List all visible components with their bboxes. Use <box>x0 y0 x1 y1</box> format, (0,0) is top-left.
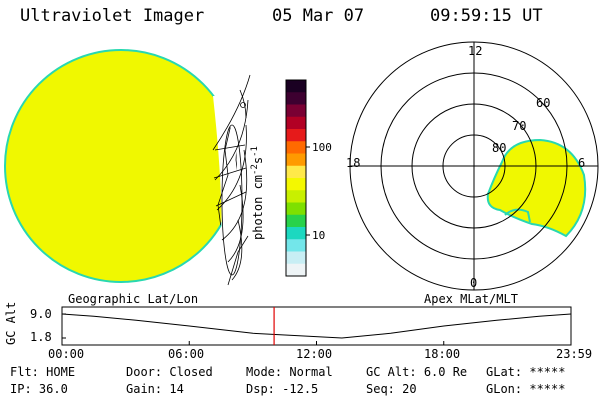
colorbar-swatch <box>286 251 306 265</box>
timeline-tick-2359: 23:59 <box>556 347 593 361</box>
colorbar-swatch <box>286 116 306 130</box>
colorbar-swatch <box>286 214 306 228</box>
status-door: Door: Closed <box>126 365 213 379</box>
colorbar-swatch <box>286 202 306 216</box>
timeline-y-high: 9.0 <box>30 307 52 321</box>
colorbar <box>285 79 310 277</box>
altitude-timeline <box>61 306 572 346</box>
colorbar-swatch <box>286 92 306 105</box>
mlt-label-0: 0 <box>470 276 478 290</box>
colorbar-tick-100: 100 <box>312 141 332 154</box>
status-flight: Flt: HOME <box>10 365 76 379</box>
colorbar-frame <box>285 79 307 277</box>
mlat-label-80: 80 <box>492 141 507 155</box>
polar-plot <box>349 41 599 291</box>
polar-grid <box>350 42 598 290</box>
colorbar-label: photon cm-2s-1 <box>250 146 265 240</box>
mlt-label-6: 6 <box>578 156 586 170</box>
status-glon: GLon: ***** <box>486 382 566 396</box>
altitude-curve <box>61 313 572 339</box>
colorbar-swatch <box>286 153 306 167</box>
timeline-tick-1200: 12:00 <box>296 347 333 361</box>
geographic-label: Geographic Lat/Lon <box>68 292 199 306</box>
timeline-y-low: 1.8 <box>30 330 52 344</box>
auroral-oval-image <box>486 138 587 238</box>
status-dsp: Dsp: -12.5 <box>246 382 319 396</box>
colorbar-swatch <box>286 190 306 203</box>
timeline-tick-0600: 06:00 <box>168 347 205 361</box>
time-readout: 09:59:15 UT <box>430 6 543 26</box>
geographic-image <box>4 49 260 300</box>
colorbar-swatch <box>286 80 306 93</box>
app-title: Ultraviolet Imager <box>20 6 205 26</box>
timeline-tick-0000: 00:00 <box>48 347 85 361</box>
colorbar-swatch <box>286 227 306 240</box>
status-gain: Gain: 14 <box>126 382 184 396</box>
colorbar-swatch <box>286 263 306 277</box>
mlat-label-60: 60 <box>536 96 551 110</box>
status-seq: Seq: 20 <box>366 382 417 396</box>
colorbar-tick-10: 10 <box>312 229 326 242</box>
colorbar-swatch <box>286 239 306 252</box>
colorbar-swatch <box>286 141 306 154</box>
colorbar-swatch <box>286 129 306 142</box>
apex-label: Apex MLat/MLT <box>424 292 518 306</box>
timeline-tick-1800: 18:00 <box>424 347 461 361</box>
colorbar-swatch <box>286 165 306 179</box>
status-ip: IP: 36.0 <box>10 382 68 396</box>
mlt-label-12: 12 <box>468 44 483 58</box>
timeline-axis-label: GC Alt <box>4 301 18 345</box>
colorbar-swatch <box>286 104 306 118</box>
colorbar-swatch <box>286 178 306 191</box>
status-gc-alt: GC Alt: 6.0 Re <box>366 365 468 379</box>
date-readout: 05 Mar 07 <box>272 6 365 26</box>
status-mode: Mode: Normal <box>246 365 333 379</box>
grid-overlay <box>212 74 251 286</box>
status-glat: GLat: ***** <box>486 365 566 379</box>
mlt-label-18: 18 <box>346 156 361 170</box>
mlat-label-70: 70 <box>512 119 527 133</box>
